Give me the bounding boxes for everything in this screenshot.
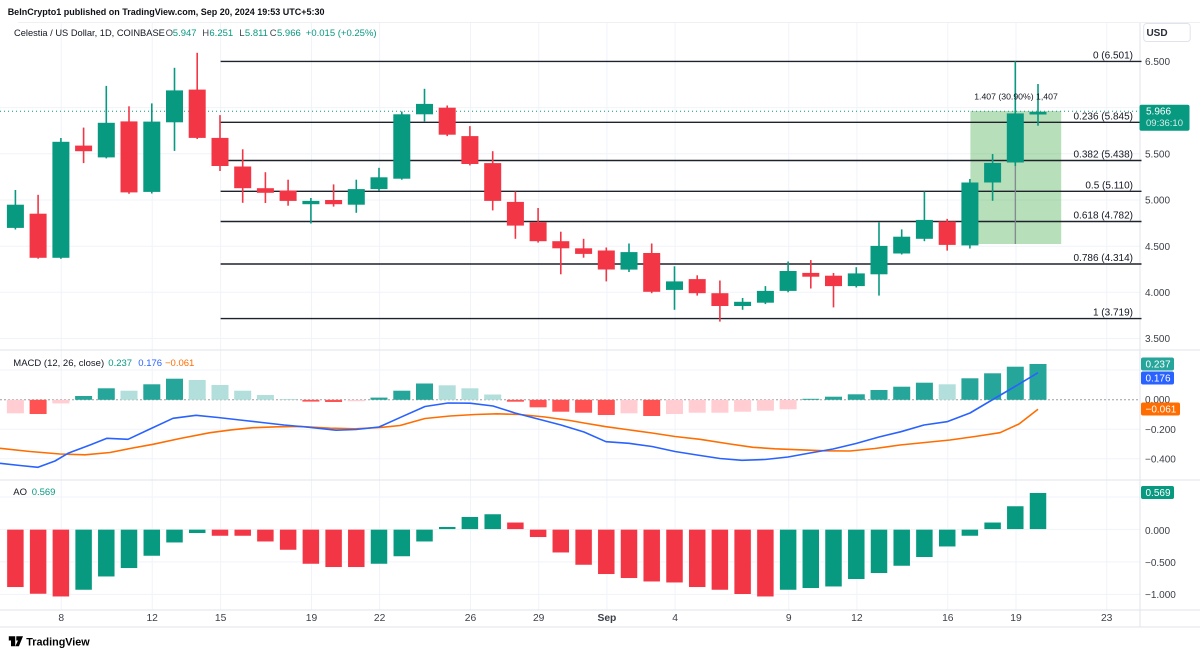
svg-text:0.786 (4.314): 0.786 (4.314) xyxy=(1074,253,1134,264)
svg-text:0.176: 0.176 xyxy=(1146,374,1171,385)
svg-text:0.5 (5.110): 0.5 (5.110) xyxy=(1085,180,1133,191)
svg-text:1 (3.719): 1 (3.719) xyxy=(1093,308,1133,319)
svg-text:TradingView: TradingView xyxy=(26,637,90,649)
svg-text:Celestia / US Dollar, 1D, COIN: Celestia / US Dollar, 1D, COINBASE xyxy=(14,28,165,38)
svg-text:0.000: 0.000 xyxy=(1145,526,1170,537)
svg-text:19: 19 xyxy=(1010,613,1022,624)
svg-text:12: 12 xyxy=(851,613,863,624)
svg-text:−0.061: −0.061 xyxy=(1146,405,1177,416)
svg-text:16: 16 xyxy=(942,613,954,624)
svg-text:O: O xyxy=(166,28,173,39)
svg-text:5.947: 5.947 xyxy=(173,28,197,39)
svg-text:0.176: 0.176 xyxy=(138,358,162,369)
svg-text:4: 4 xyxy=(672,613,678,624)
svg-text:0.569: 0.569 xyxy=(32,487,56,498)
svg-text:0.237: 0.237 xyxy=(108,358,132,369)
svg-text:0 (6.501): 0 (6.501) xyxy=(1093,50,1133,61)
svg-text:−0.400: −0.400 xyxy=(1145,455,1176,466)
svg-text:26: 26 xyxy=(465,613,477,624)
svg-text:5.966: 5.966 xyxy=(277,28,301,39)
svg-text:−0.061: −0.061 xyxy=(165,358,194,369)
svg-text:29: 29 xyxy=(533,613,545,624)
svg-text:AO: AO xyxy=(13,487,27,498)
svg-text:BeInCrypto1 published on Tradi: BeInCrypto1 published on TradingView.com… xyxy=(8,7,325,17)
svg-text:5.500: 5.500 xyxy=(1145,149,1170,160)
svg-text:0.618 (4.782): 0.618 (4.782) xyxy=(1074,211,1134,222)
svg-text:H: H xyxy=(202,28,209,39)
svg-text:3.500: 3.500 xyxy=(1145,334,1170,345)
svg-text:−0.500: −0.500 xyxy=(1145,558,1176,569)
svg-text:09:36:10: 09:36:10 xyxy=(1146,118,1183,129)
svg-text:15: 15 xyxy=(215,613,227,624)
svg-text:0.382 (5.438): 0.382 (5.438) xyxy=(1074,150,1134,161)
svg-text:5.000: 5.000 xyxy=(1145,196,1170,207)
svg-text:4.500: 4.500 xyxy=(1145,242,1170,253)
svg-text:+0.015 (+0.25%): +0.015 (+0.25%) xyxy=(306,28,377,39)
svg-text:1.407 (30.90%) 1,407: 1.407 (30.90%) 1,407 xyxy=(974,92,1058,102)
svg-text:4.000: 4.000 xyxy=(1145,288,1170,299)
svg-text:0.237: 0.237 xyxy=(1146,360,1171,371)
svg-text:0.000: 0.000 xyxy=(1145,395,1170,406)
svg-text:6.251: 6.251 xyxy=(209,28,233,39)
svg-text:0.569: 0.569 xyxy=(1146,488,1171,499)
svg-text:5.811: 5.811 xyxy=(245,28,268,39)
svg-text:0.236 (5.845): 0.236 (5.845) xyxy=(1074,111,1134,122)
svg-text:−0.200: −0.200 xyxy=(1145,425,1176,436)
svg-text:L: L xyxy=(239,28,244,39)
svg-text:8: 8 xyxy=(58,613,64,624)
svg-text:C: C xyxy=(270,28,277,39)
svg-text:−1.000: −1.000 xyxy=(1145,590,1176,601)
svg-text:5.966: 5.966 xyxy=(1146,107,1171,118)
svg-text:19: 19 xyxy=(306,613,318,624)
svg-text:12: 12 xyxy=(146,613,158,624)
svg-text:23: 23 xyxy=(1101,613,1113,624)
svg-text:Sep: Sep xyxy=(597,613,616,624)
svg-text:6.500: 6.500 xyxy=(1145,57,1170,68)
svg-text:MACD (12, 26, close): MACD (12, 26, close) xyxy=(13,358,104,369)
svg-text:9: 9 xyxy=(786,613,792,624)
svg-text:USD: USD xyxy=(1146,28,1167,39)
svg-text:22: 22 xyxy=(374,613,386,624)
